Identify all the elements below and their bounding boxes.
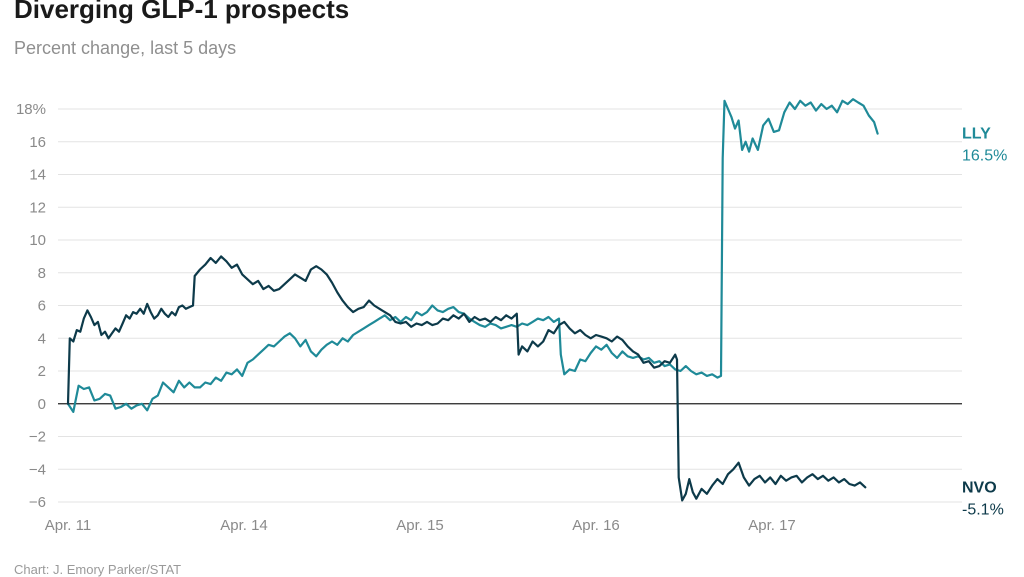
y-tick-label: 4 <box>38 330 46 347</box>
y-tick-label: 0 <box>38 396 46 413</box>
y-tick-label: 12 <box>29 199 46 216</box>
y-tick-label: 10 <box>29 232 46 249</box>
gridlines <box>58 108 962 503</box>
x-tick-label: Apr. 16 <box>572 517 620 534</box>
x-axis-ticks: Apr. 11 Apr. 14 Apr. 15 Apr. 16 Apr. 17 <box>45 517 796 534</box>
series-line-nvo <box>66 255 867 502</box>
y-tick-label: −6 <box>29 494 46 511</box>
y-axis-ticks: 18% 16 14 12 10 8 6 4 2 0 −2 −4 −6 <box>16 101 46 511</box>
chart-subtitle: Percent change, last 5 days <box>14 38 237 58</box>
series-end-labels: LLY 16.5% NVO -5.1% <box>962 126 1007 519</box>
series-name-lly: LLY <box>962 126 991 143</box>
chart-title: Diverging GLP-1 prospects <box>14 0 350 24</box>
x-tick-label: Apr. 17 <box>748 517 796 534</box>
y-tick-label: 8 <box>38 265 46 282</box>
x-tick-label: Apr. 11 <box>45 517 91 534</box>
y-tick-label: 16 <box>29 134 46 151</box>
chart-source: Chart: J. Emory Parker/STAT <box>14 562 182 577</box>
x-tick-label: Apr. 14 <box>220 517 268 534</box>
y-tick-label: −2 <box>29 429 46 446</box>
series-line-lly <box>66 98 879 413</box>
series-value-lly: 16.5% <box>962 148 1007 165</box>
y-tick-label: 6 <box>38 298 46 315</box>
y-tick-label: 2 <box>38 363 46 380</box>
y-tick-label: −4 <box>29 461 46 478</box>
series-lines <box>66 98 879 502</box>
y-tick-label: 18% <box>16 101 46 118</box>
series-name-nvo: NVO <box>962 479 997 496</box>
series-value-nvo: -5.1% <box>962 501 1004 518</box>
x-tick-label: Apr. 15 <box>396 517 444 534</box>
y-tick-label: 14 <box>29 167 46 184</box>
